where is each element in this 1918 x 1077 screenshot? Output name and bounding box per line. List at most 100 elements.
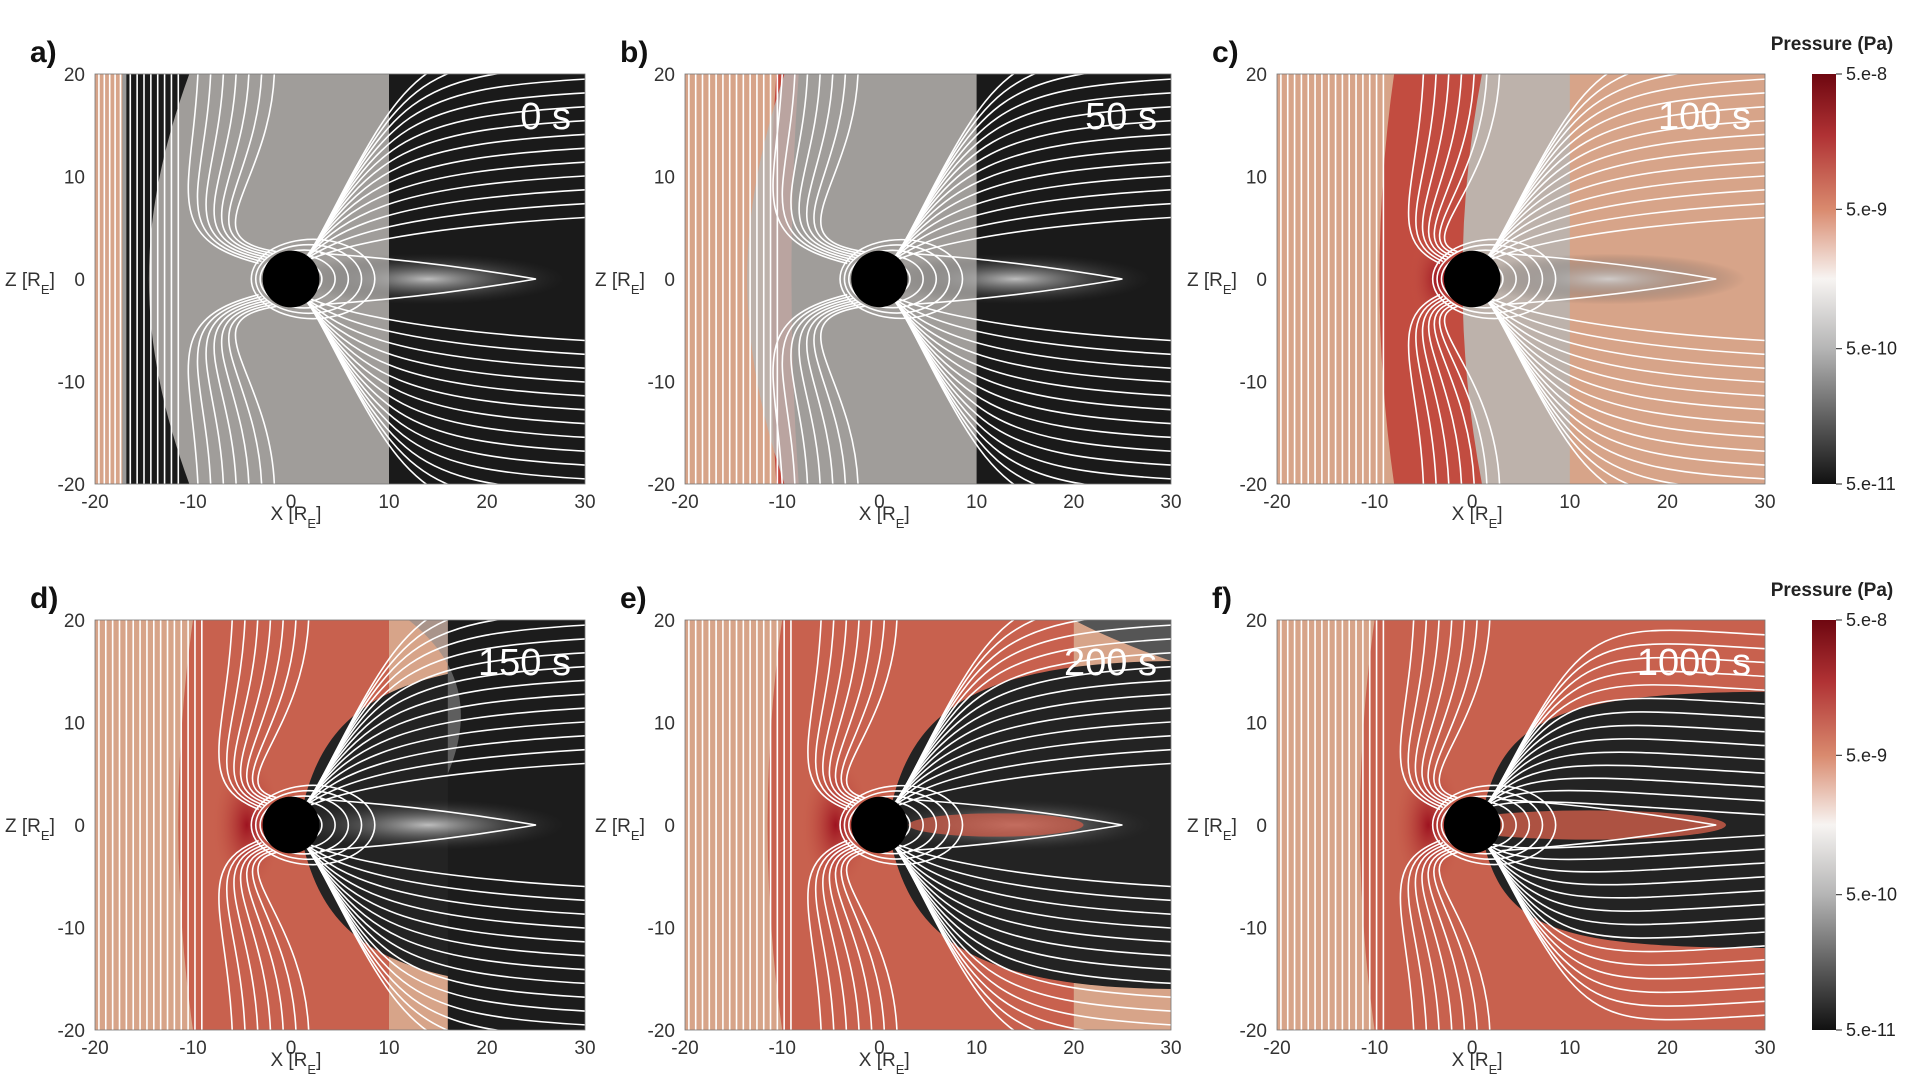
colorbar-tick-label: 5.e-10 [1846,339,1897,359]
x-tick-label: 0 [286,492,297,513]
field-lines [98,74,585,484]
y-tick-label: -10 [1240,373,1267,394]
colorbar-title: Pressure (Pa) [1771,580,1894,601]
x-tick-label: -20 [671,1038,698,1059]
panel-label: f) [1212,582,1232,615]
y-tick-label: -20 [1240,475,1267,496]
y-tick-label: 0 [1256,816,1267,837]
colorbar-tick-label: 5.e-10 [1846,885,1897,905]
colorbar-tick-label: 5.e-9 [1846,199,1887,219]
y-tick-label: 10 [1246,714,1267,735]
colorbar-tick-label: 5.e-11 [1846,474,1896,494]
field-lines [98,620,585,1030]
y-tick-label: -10 [648,919,675,940]
x-tick-label: 0 [286,1038,297,1059]
x-tick-label: -10 [179,492,206,513]
x-tick-label: 30 [1160,492,1181,513]
y-tick-label: -10 [1240,919,1267,940]
y-axis-label: Z [RE] [595,270,645,297]
x-tick-label: -10 [768,1038,795,1059]
y-tick-label: 20 [64,65,85,86]
colorbar-tick-label: 5.e-9 [1846,745,1887,765]
x-axis-label: X [RE] [1452,1050,1503,1077]
y-tick-label: 10 [64,714,85,735]
x-tick-label: 10 [966,1038,987,1059]
colorbar: Pressure (Pa) 5.e-8 5.e-9 5.e-10 5.e-11 [1771,580,1897,1040]
panel-a: a) 0 s -20 -10 0 10 20 30 20 10 0 -10 -20 X [RE] Z [RE… [5,36,596,531]
x-axis-label: X [RE] [1452,504,1503,531]
x-tick-label: -10 [179,1038,206,1059]
x-axis-label: X [RE] [859,504,910,531]
x-tick-label: -20 [1263,1038,1290,1059]
panel-label: c) [1212,36,1239,69]
x-tick-label: 0 [1467,1038,1478,1059]
pressure-map [1277,74,1765,484]
x-tick-label: 30 [574,1038,595,1059]
panel-label: a) [30,36,57,69]
colorbar-tick-label: 5.e-11 [1846,1020,1896,1040]
planet-disc [851,250,908,308]
x-tick-label: 30 [1754,492,1775,513]
field-lines [1280,620,1765,1030]
y-axis-label: Z [RE] [1187,270,1237,297]
y-tick-label: 0 [664,270,675,291]
x-axis-label: X [RE] [859,1050,910,1077]
planet-disc [851,796,908,854]
panel-f: f) 1000 s -20 -10 0 10 20 30 20 10 0 -10 -20 X [RE] Z … [1187,582,1776,1077]
y-tick-label: 20 [1246,65,1267,86]
y-tick-label: 10 [1246,168,1267,189]
x-tick-label: -20 [1263,492,1290,513]
x-tick-label: 0 [874,492,885,513]
time-label: 1000 s [1637,642,1751,684]
y-tick-label: 10 [654,168,675,189]
time-label: 0 s [520,96,571,138]
pressure-map [685,74,1171,484]
y-axis-label: Z [RE] [5,270,55,297]
panel-d: d) 150 s -20 -10 0 10 20 30 20 10 0 -10 -20 X [RE] Z [… [5,582,596,1077]
y-tick-label: 20 [64,611,85,632]
x-axis-label: X [RE] [270,504,321,531]
x-tick-label: -10 [1361,1038,1388,1059]
x-tick-label: 30 [1754,1038,1775,1059]
panel-b: b) 50 s -20 -10 0 10 20 30 20 10 0 -10 -20 X [RE] Z [R… [595,36,1182,531]
x-tick-label: 10 [966,492,987,513]
panel-label: b) [620,36,648,69]
x-tick-label: 20 [1063,492,1084,513]
x-tick-label: 20 [476,1038,497,1059]
y-axis-label: Z [RE] [1187,816,1237,843]
y-tick-label: 20 [654,65,675,86]
x-tick-label: 20 [1657,1038,1678,1059]
colorbar-gradient [1812,74,1836,484]
planet-disc [262,796,320,854]
y-tick-label: 0 [1256,270,1267,291]
x-tick-label: 20 [1657,492,1678,513]
colorbar: Pressure (Pa) 5.e-8 5.e-9 5.e-10 5.e-11 [1771,34,1897,494]
x-tick-label: 30 [1160,1038,1181,1059]
x-tick-label: -20 [81,1038,108,1059]
x-tick-label: -20 [671,492,698,513]
y-tick-label: -10 [58,919,85,940]
panel-label: e) [620,582,647,615]
x-tick-label: 30 [574,492,595,513]
y-tick-label: -20 [58,475,85,496]
time-label: 150 s [478,642,571,684]
x-tick-label: 20 [476,492,497,513]
y-axis-label: Z [RE] [5,816,55,843]
y-tick-label: 10 [64,168,85,189]
time-label: 100 s [1658,96,1751,138]
pressure-map [95,74,585,484]
y-tick-label: -10 [648,373,675,394]
pressure-map [1277,620,1765,1030]
time-label: 200 s [1064,642,1157,684]
colorbar-tick-label: 5.e-8 [1846,610,1887,630]
planet-disc [1443,796,1501,854]
y-tick-label: -20 [648,475,675,496]
y-tick-label: -10 [58,373,85,394]
x-tick-label: 10 [1559,1038,1580,1059]
y-tick-label: 20 [1246,611,1267,632]
colorbar-title: Pressure (Pa) [1771,34,1894,55]
pressure-map [95,620,585,1030]
time-label: 50 s [1085,96,1157,138]
y-tick-label: 0 [74,816,85,837]
